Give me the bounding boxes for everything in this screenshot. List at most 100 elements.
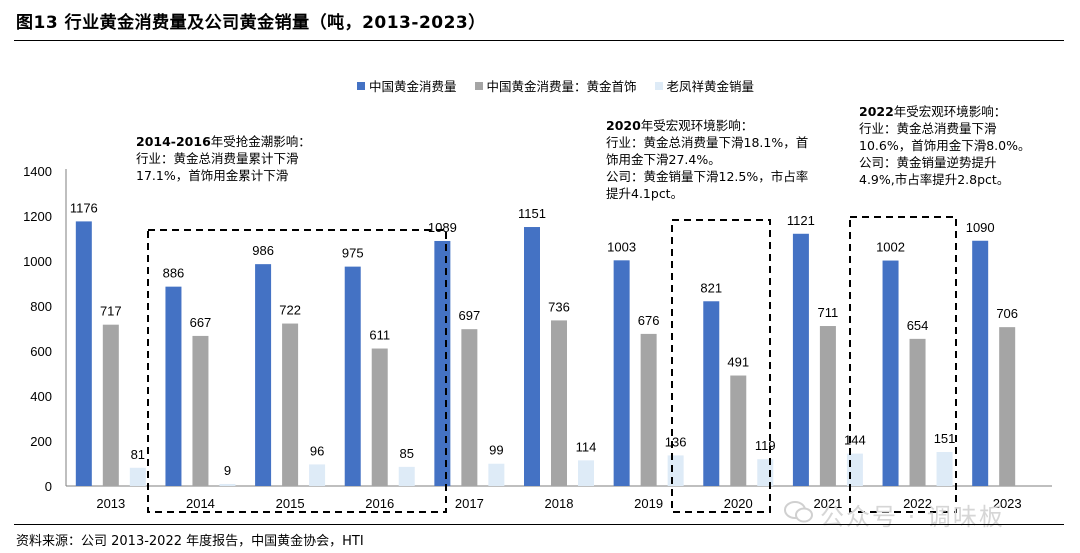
data-label-company-2020: 119 xyxy=(755,438,776,453)
data-label-total-2019: 1003 xyxy=(607,239,636,254)
bar-total-2020 xyxy=(703,301,720,486)
bar-total-2015 xyxy=(255,264,272,486)
bar-jewelry-2014 xyxy=(192,335,209,486)
x-tick-label-2021: 2021 xyxy=(813,496,842,511)
data-label-total-2017: 1089 xyxy=(428,220,457,235)
y-tick-label: 800 xyxy=(30,299,52,314)
bar-jewelry-2013 xyxy=(102,324,119,486)
data-label-company-2016: 85 xyxy=(399,446,413,461)
x-tick-label-2016: 2016 xyxy=(365,496,394,511)
bar-total-2022 xyxy=(882,260,899,486)
wechat-icon xyxy=(784,501,813,523)
bar-total-2021 xyxy=(792,233,809,486)
legend-swatch-jewelry xyxy=(474,81,483,90)
data-label-total-2014: 886 xyxy=(163,266,185,281)
legend-item-jewelry: 中国黄金消费量：黄金首饰 xyxy=(474,76,637,95)
bar-jewelry-2022 xyxy=(909,338,926,486)
y-tick-label: 1200 xyxy=(23,209,52,224)
data-label-jewelry-2019: 676 xyxy=(638,313,660,328)
x-tick-label-2023: 2023 xyxy=(993,496,1022,511)
source-note: 资料来源：公司 2013-2022 年度报告，中国黄金协会，HTI xyxy=(16,534,364,549)
highlight-box-2014-2016 xyxy=(147,229,447,513)
legend-swatch-company xyxy=(654,81,663,90)
data-label-total-2016: 975 xyxy=(342,246,364,261)
data-label-jewelry-2016: 611 xyxy=(369,328,390,343)
x-tick-label-2015: 2015 xyxy=(276,496,305,511)
data-label-jewelry-2022: 654 xyxy=(907,318,929,333)
legend-item-company: 老凤祥黄金销量 xyxy=(654,76,755,95)
watermark: 公众号 · 调味板 xyxy=(820,503,1005,531)
data-label-total-2020: 821 xyxy=(700,280,722,295)
bar-company-2014 xyxy=(219,483,236,486)
bar-total-2019 xyxy=(613,260,630,486)
annotation-2014-2016-text: 年受抢金潮影响： 行业：黄金总消费量累计下滑 17.1%，首饰用金累计下滑 xyxy=(136,134,311,183)
title-divider xyxy=(14,40,1064,41)
data-label-company-2017: 99 xyxy=(489,443,503,458)
data-label-jewelry-2020: 491 xyxy=(727,355,749,370)
data-label-jewelry-2021: 711 xyxy=(818,305,839,320)
legend-item-total: 中国黄金消费量 xyxy=(357,76,457,95)
y-tick-label: 1000 xyxy=(23,254,52,269)
x-tick-label-2017: 2017 xyxy=(455,496,484,511)
data-label-total-2018: 1151 xyxy=(518,206,546,221)
data-label-jewelry-2017: 697 xyxy=(459,308,481,323)
x-tick-label-2018: 2018 xyxy=(545,496,574,511)
bar-jewelry-2020 xyxy=(730,375,747,486)
bar-company-2013 xyxy=(129,467,146,486)
highlight-box-2022 xyxy=(849,216,957,513)
bar-jewelry-2021 xyxy=(819,326,836,486)
x-tick-label-2013: 2013 xyxy=(96,496,125,511)
y-tick-label: 400 xyxy=(30,389,52,404)
data-label-jewelry-2023: 706 xyxy=(996,306,1018,321)
footer-divider xyxy=(14,524,1064,525)
bar-jewelry-2017 xyxy=(461,329,478,486)
bar-total-2018 xyxy=(524,227,540,486)
y-tick-label: 1400 xyxy=(23,164,52,179)
annotation-2022-text: 年受宏观环境影响： 行业：黄金总消费量下滑 10.6%，首饰用金下滑8.0%。 … xyxy=(859,104,1031,187)
data-label-company-2021: 144 xyxy=(844,433,866,448)
x-tick-label-2014: 2014 xyxy=(186,496,215,511)
data-label-company-2019: 136 xyxy=(665,434,687,449)
data-label-company-2015: 96 xyxy=(310,443,324,458)
data-label-company-2014: 9 xyxy=(224,463,231,478)
legend: 中国黄金消费量 中国黄金消费量：黄金首饰 老凤祥黄金销量 xyxy=(357,76,754,95)
bar-jewelry-2016 xyxy=(371,348,388,486)
y-tick-label: 600 xyxy=(30,344,52,359)
legend-swatch-total xyxy=(357,81,365,90)
bar-company-2015 xyxy=(309,464,326,486)
x-tick-label-2020: 2020 xyxy=(724,496,753,511)
annotation-2014-2016-head: 2014-2016 xyxy=(136,134,211,149)
y-tick-label: 0 xyxy=(45,479,52,494)
x-tick-label-2019: 2019 xyxy=(634,496,663,511)
bar-company-2021 xyxy=(846,453,863,486)
bar-company-2019 xyxy=(667,455,684,486)
annotation-2022: 2022年受宏观环境影响： 行业：黄金总消费量下滑 10.6%，首饰用金下滑8.… xyxy=(859,103,1030,188)
bar-total-2014 xyxy=(165,286,182,486)
bar-company-2020 xyxy=(757,459,774,486)
annotation-2020: 2020年受宏观环境影响： 行业：黄金总消费量下滑18.1%，首 饰用金下滑27… xyxy=(606,117,808,202)
bar-total-2023 xyxy=(972,240,989,486)
annotation-2014-2016: 2014-2016年受抢金潮影响： 行业：黄金总消费量累计下滑 17.1%，首饰… xyxy=(136,133,311,184)
annotation-2020-head: 2020 xyxy=(606,118,641,133)
legend-label-jewelry: 中国黄金消费量：黄金首饰 xyxy=(486,79,637,94)
bar-company-2022 xyxy=(936,452,953,486)
data-label-total-2022: 1002 xyxy=(876,240,905,255)
annotation-2020-text: 年受宏观环境影响： 行业：黄金总消费量下滑18.1%，首 饰用金下滑27.4%。… xyxy=(606,118,809,201)
bar-company-2018 xyxy=(578,460,594,486)
bar-total-2013 xyxy=(75,221,92,486)
data-label-company-2013: 81 xyxy=(131,447,145,462)
bar-jewelry-2023 xyxy=(999,327,1016,486)
data-label-jewelry-2015: 722 xyxy=(279,303,301,318)
legend-label-company: 老凤祥黄金销量 xyxy=(666,79,755,94)
data-label-total-2023: 1090 xyxy=(966,220,995,235)
bar-jewelry-2015 xyxy=(282,323,299,486)
legend-label-total: 中国黄金消费量 xyxy=(369,79,457,94)
y-tick-label: 200 xyxy=(30,434,52,449)
data-label-total-2013: 1176 xyxy=(70,200,98,215)
bar-total-2016 xyxy=(344,266,361,486)
annotation-2022-head: 2022 xyxy=(859,104,894,119)
bar-jewelry-2018 xyxy=(551,320,567,486)
chart-title: 图13 行业黄金消费量及公司黄金销量（吨，2013-2023） xyxy=(16,13,486,33)
x-tick-label-2022: 2022 xyxy=(903,496,932,511)
